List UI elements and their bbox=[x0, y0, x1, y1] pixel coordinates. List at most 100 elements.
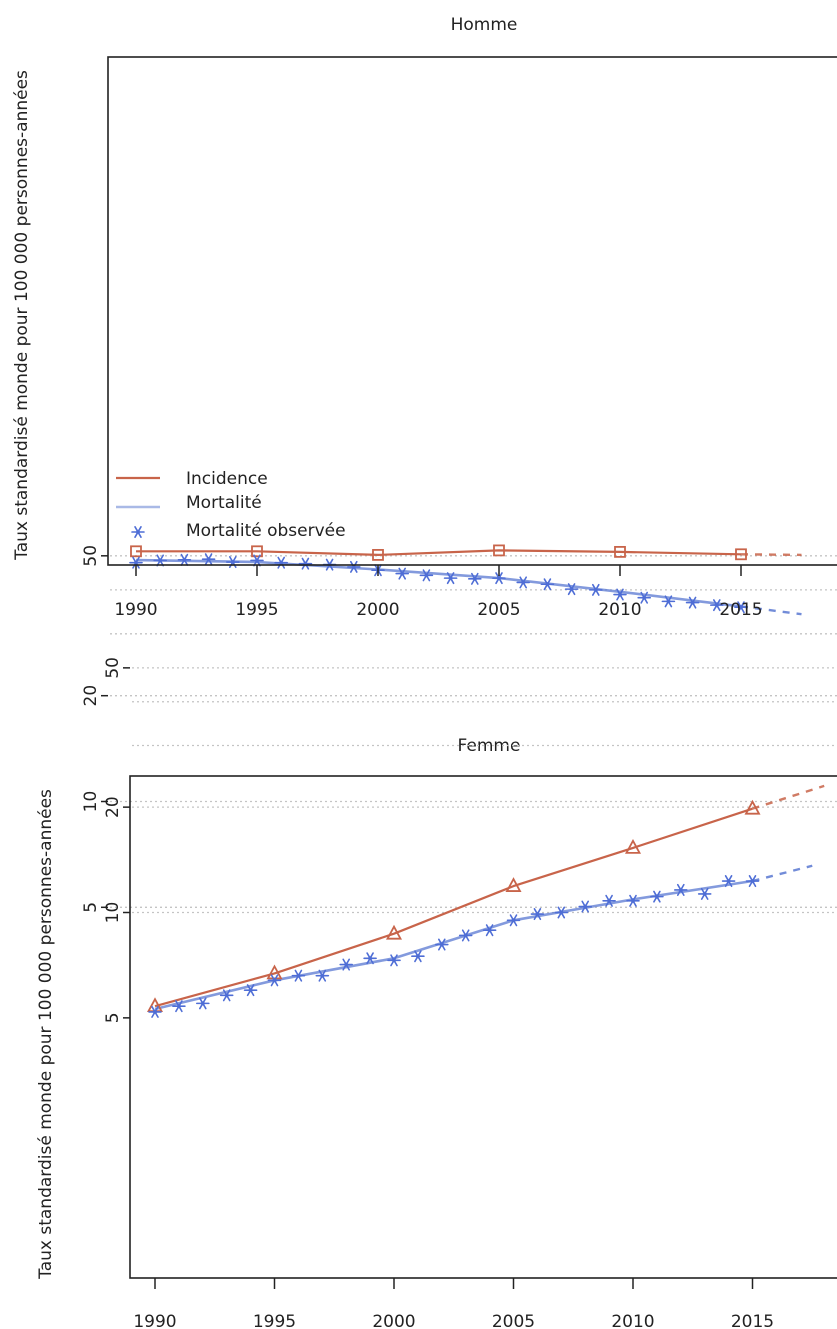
y-tick-label: 20 bbox=[103, 796, 123, 818]
data-point-mortalite-observee bbox=[363, 952, 377, 965]
y-tick-label: 20 bbox=[81, 685, 101, 707]
data-point-mortalite-observee bbox=[530, 908, 545, 921]
series-points bbox=[146, 799, 761, 1018]
y-axis-label: Taux standardisé monde pour 100 000 pers… bbox=[12, 70, 32, 561]
data-point-mortalite-observee bbox=[274, 556, 289, 569]
y-tick-label: 10 bbox=[81, 791, 101, 813]
data-point-mortalite-observee bbox=[492, 572, 506, 585]
asterisk-core bbox=[630, 898, 636, 904]
y-tick-label: 50 bbox=[103, 657, 123, 679]
data-point-mortalite-observee bbox=[673, 883, 688, 896]
data-point-mortalite-observee bbox=[339, 958, 354, 971]
x-tick-label: 2010 bbox=[611, 1312, 654, 1329]
y-tick-label: 5 bbox=[103, 1012, 123, 1023]
data-point-mortalite-observee bbox=[467, 572, 482, 585]
data-point-mortalite-observee bbox=[482, 924, 497, 937]
asterisk-core bbox=[206, 557, 211, 562]
asterisk-core bbox=[272, 978, 277, 983]
asterisk-core bbox=[463, 933, 468, 938]
data-point-mortalite-observee bbox=[650, 890, 664, 903]
asterisk-core bbox=[230, 559, 235, 565]
data-point-mortalite-observee bbox=[564, 583, 579, 596]
y-axis: 5 10 20 50 bbox=[103, 657, 130, 1023]
data-point-mortalite-observee bbox=[734, 601, 748, 614]
data-point-mortalite-observee bbox=[411, 950, 425, 963]
data-point-mortalite-observee bbox=[661, 595, 676, 608]
data-point-mortalite-observee bbox=[578, 900, 593, 913]
data-point-incidence bbox=[372, 548, 384, 561]
asterisk-core bbox=[472, 576, 477, 582]
asterisk-core bbox=[200, 1001, 205, 1006]
data-point-incidence bbox=[385, 924, 403, 940]
asterisk-core bbox=[344, 962, 349, 967]
asterisk-core bbox=[248, 987, 253, 993]
asterisk-core bbox=[415, 954, 421, 959]
x-tick-label: 2005 bbox=[492, 1312, 535, 1329]
x-tick-label: 2000 bbox=[356, 600, 399, 620]
legend-label-observed: Mortalité observée bbox=[186, 521, 346, 541]
series-line-incidence bbox=[154, 807, 753, 1008]
data-point-incidence bbox=[614, 545, 626, 558]
x-tick-label: 2015 bbox=[731, 1312, 774, 1329]
asterisk-core bbox=[617, 592, 623, 597]
data-point-mortalite-observee bbox=[315, 969, 330, 982]
asterisk-core bbox=[391, 958, 397, 963]
y-tick-label: 50 bbox=[81, 545, 101, 567]
asterisk-core bbox=[158, 558, 163, 563]
chart-panel-femme: Femme Taux standardisé monde pour 100 00… bbox=[36, 657, 837, 1329]
series-lines bbox=[154, 784, 825, 1011]
data-point-mortalite-observee bbox=[201, 553, 216, 566]
data-point-mortalite-observee bbox=[602, 894, 616, 907]
data-point-mortalite-observee bbox=[250, 554, 264, 567]
plot-frame bbox=[129, 775, 837, 1279]
asterisk-core bbox=[448, 575, 453, 581]
x-axis: 1990 1995 2000 2005 2010 2015 bbox=[114, 565, 763, 620]
series-points bbox=[129, 544, 748, 614]
plot-frame bbox=[107, 56, 837, 566]
x-tick-label: 1995 bbox=[253, 1312, 296, 1329]
data-point-mortalite-observee bbox=[129, 556, 143, 569]
series-projection-mortalite bbox=[752, 864, 813, 883]
asterisk-core bbox=[320, 973, 325, 978]
data-point-mortalite-observee bbox=[219, 989, 234, 1002]
asterisk-core bbox=[714, 602, 719, 608]
data-point-mortalite-observee bbox=[554, 906, 569, 919]
data-point-mortalite-observee bbox=[516, 576, 531, 589]
series-projection-incidence bbox=[752, 784, 825, 810]
asterisk-core bbox=[535, 911, 540, 917]
asterisk-core bbox=[176, 1003, 182, 1009]
data-point-mortalite-observee bbox=[387, 954, 401, 967]
asterisk-core bbox=[487, 928, 492, 933]
asterisk-core bbox=[726, 878, 731, 884]
asterisk-core bbox=[666, 599, 671, 604]
asterisk-core bbox=[367, 956, 373, 961]
asterisk-core bbox=[559, 910, 564, 915]
x-tick-label: 1990 bbox=[114, 600, 157, 620]
data-point-mortalite-observee bbox=[153, 554, 167, 567]
legend-asterisk-icon bbox=[131, 526, 145, 538]
asterisk-core bbox=[133, 560, 139, 565]
data-point-mortalite-observee bbox=[346, 560, 361, 573]
data-point-mortalite-observee bbox=[196, 997, 210, 1010]
asterisk-core bbox=[606, 898, 612, 904]
asterisk-core bbox=[521, 580, 526, 585]
legend-swatch-observed bbox=[131, 526, 145, 538]
x-tick-label: 2010 bbox=[598, 600, 641, 620]
asterisk-core bbox=[254, 558, 260, 563]
asterisk-core bbox=[182, 557, 187, 563]
y-tick-label: 10 bbox=[103, 902, 123, 924]
data-point-mortalite-observee bbox=[298, 557, 313, 570]
data-point-mortalite-observee bbox=[613, 588, 627, 601]
data-point-mortalite-observee bbox=[745, 875, 760, 888]
series-projection-mortalite bbox=[740, 605, 802, 616]
asterisk-core bbox=[400, 571, 405, 576]
asterisk-core bbox=[545, 582, 550, 587]
data-point-mortalite-observee bbox=[626, 894, 640, 907]
legend-label-incidence: Incidence bbox=[186, 469, 268, 489]
asterisk-core bbox=[511, 918, 516, 923]
legend-label-mortalite: Mortalité bbox=[186, 493, 262, 513]
data-point-mortalite-observee bbox=[458, 929, 473, 942]
asterisk-core bbox=[569, 586, 574, 592]
chart-title: Homme bbox=[451, 15, 518, 35]
